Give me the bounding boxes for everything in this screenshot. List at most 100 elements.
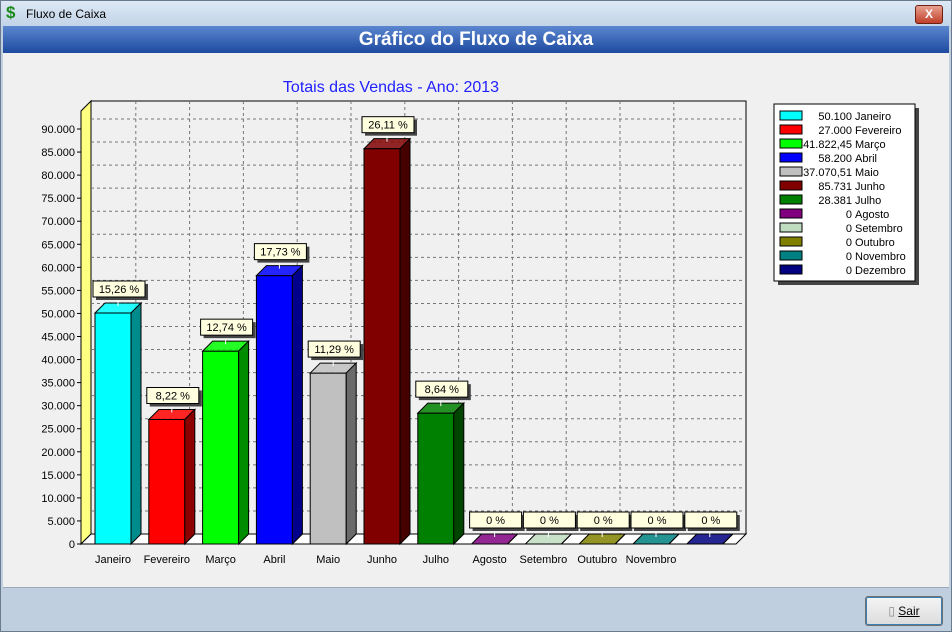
y-tick-label: 20.000 <box>41 447 75 459</box>
bar-março <box>202 350 240 545</box>
legend-swatch <box>779 264 803 275</box>
x-tick-label: Fevereiro <box>144 554 190 566</box>
bar-side <box>722 533 734 545</box>
left-wall <box>80 99 92 546</box>
legend-value: 27.000 <box>818 125 852 137</box>
page-title: Gráfico do Fluxo de Caixa <box>3 26 949 53</box>
data-label: 12,74 % <box>206 322 247 334</box>
y-tick-label: 65.000 <box>41 239 75 251</box>
bar-side <box>614 533 626 545</box>
legend-swatch <box>779 222 803 233</box>
floor <box>79 533 748 545</box>
legend-swatch <box>779 236 803 247</box>
x-tick-label: Junho <box>367 554 397 566</box>
legend-swatch <box>779 250 803 261</box>
data-label-box <box>415 380 469 398</box>
y-tick-label: 10.000 <box>41 493 75 505</box>
data-label: 0 % <box>594 515 613 527</box>
legend-value: 0 <box>846 265 852 277</box>
y-tick-label: 75.000 <box>41 193 75 205</box>
legend-label: Junho <box>855 181 885 193</box>
data-label-box <box>630 511 684 529</box>
y-tick-label: 25.000 <box>41 424 75 436</box>
data-label-box <box>200 318 254 336</box>
bar-side <box>130 301 142 546</box>
data-label: 0 % <box>540 515 559 527</box>
bar-janeiro <box>94 312 132 545</box>
bar-side <box>399 137 411 546</box>
bar-maio <box>309 372 347 545</box>
bar-side <box>453 401 465 546</box>
legend-value: 0 <box>846 237 852 249</box>
y-tick-label: 30.000 <box>41 401 75 413</box>
legend-value: 85.731 <box>818 181 852 193</box>
data-label-box <box>576 511 630 529</box>
bar-side <box>668 533 680 545</box>
data-label: 17,73 % <box>260 247 301 259</box>
bar-side <box>291 264 303 546</box>
legend-label: Dezembro <box>855 265 906 277</box>
exit-button[interactable]: ▯ Sair <box>865 596 943 626</box>
y-tick-label: 45.000 <box>41 332 75 344</box>
data-label: 0 % <box>648 515 667 527</box>
data-label-box <box>522 511 576 529</box>
legend-value: 28.381 <box>818 195 852 207</box>
legend-swatch <box>779 166 803 177</box>
x-tick-label: Novembro <box>626 554 677 566</box>
footer <box>3 587 949 630</box>
data-label-box <box>253 243 307 261</box>
data-label-box <box>307 340 361 358</box>
legend-label: Maio <box>855 167 879 179</box>
legend-value: 0 <box>846 251 852 263</box>
legend-label: Outubro <box>855 237 895 249</box>
y-tick-label: 70.000 <box>41 216 75 228</box>
y-tick-label: 90.000 <box>41 124 75 136</box>
data-label: 11,29 % <box>314 344 354 356</box>
x-tick-label: Abril <box>263 554 285 566</box>
x-tick-label: Março <box>205 554 236 566</box>
y-tick-label: 60.000 <box>41 262 75 274</box>
y-tick-label: 5.000 <box>47 516 75 528</box>
bar-side <box>184 408 196 546</box>
y-tick-label: 50.000 <box>41 308 75 320</box>
legend-value: 0 <box>846 223 852 235</box>
bar-julho <box>417 412 455 545</box>
door-exit-icon: ▯ <box>888 604 899 618</box>
exit-label: Sair <box>898 604 920 618</box>
x-tick-label: Agosto <box>472 554 506 566</box>
y-tick-label: 55.000 <box>41 285 75 297</box>
chart-title: Totais das Vendas - Ano: 2013 <box>283 79 499 96</box>
y-tick-label: 40.000 <box>41 355 75 367</box>
legend-value: 41.822,45 <box>803 139 852 151</box>
data-label: 8,22 % <box>156 391 190 403</box>
data-label-box <box>92 280 146 298</box>
legend-label: Março <box>855 139 886 151</box>
bar-side <box>561 533 572 545</box>
title-bar: $ Fluxo de Caixa X <box>1 1 951 26</box>
y-tick-label: 80.000 <box>41 170 75 182</box>
legend-label: Julho <box>855 195 881 207</box>
x-tick-label: Outubro <box>577 554 617 566</box>
data-label-box <box>146 387 200 404</box>
data-label-box <box>684 511 738 529</box>
legend-label: Janeiro <box>855 111 891 123</box>
legend-value: 58.200 <box>818 153 852 165</box>
x-tick-label: Maio <box>316 554 340 566</box>
legend-value: 50.100 <box>818 111 852 123</box>
bar-fevereiro <box>148 419 186 545</box>
x-tick-label: Janeiro <box>95 554 131 566</box>
y-tick-label: 35.000 <box>41 378 75 390</box>
x-tick-label: Setembro <box>520 554 568 566</box>
bar-side <box>238 339 250 546</box>
bar-side <box>507 533 518 545</box>
data-label: 8,64 % <box>425 384 459 396</box>
legend-label: Agosto <box>855 209 889 221</box>
legend-swatch <box>779 124 803 135</box>
x-tick-label: Julho <box>423 554 449 566</box>
y-tick-label: 0 <box>69 539 75 551</box>
legend-swatch <box>779 138 803 149</box>
close-button[interactable]: X <box>915 5 943 24</box>
legend-label: Fevereiro <box>855 125 901 137</box>
bar-side <box>345 361 357 546</box>
